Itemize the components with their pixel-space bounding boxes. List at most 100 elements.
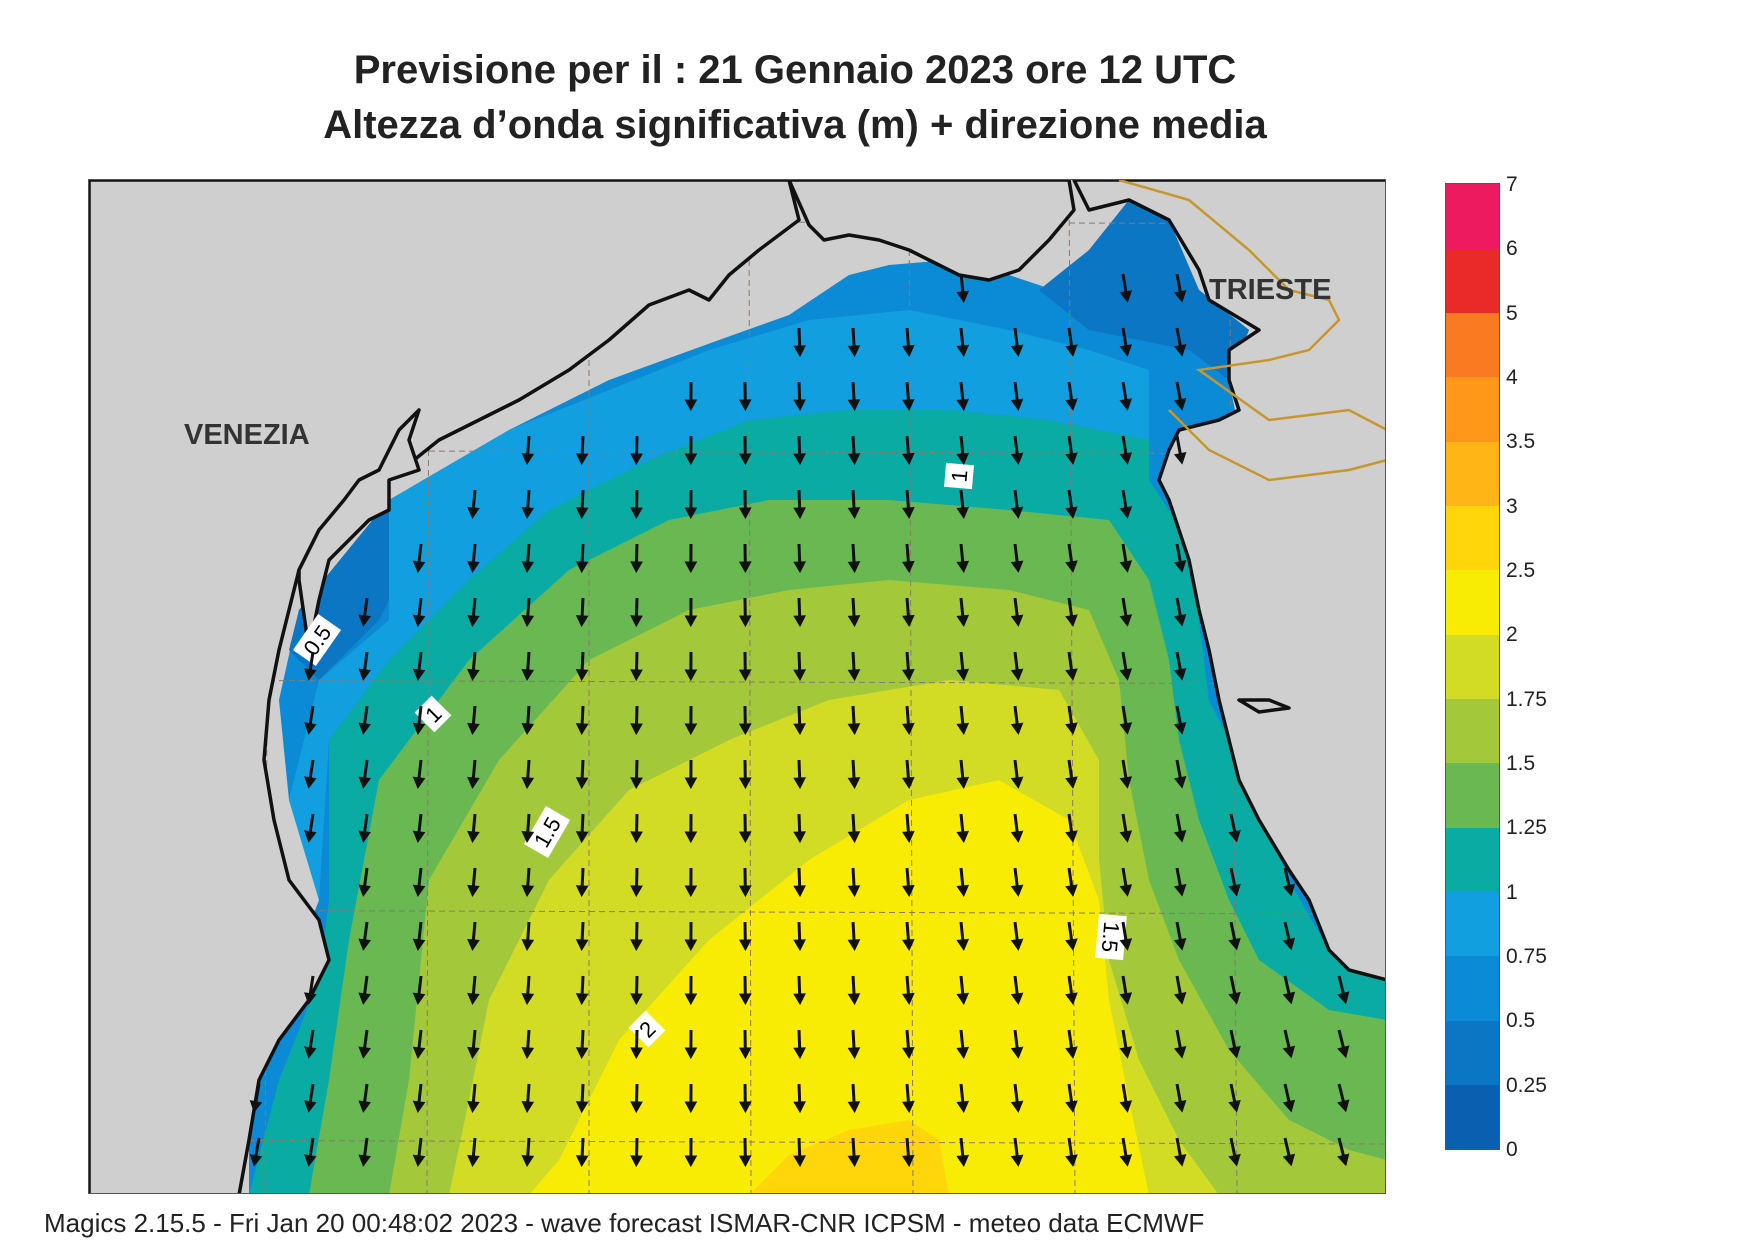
wave-arrow-head	[738, 1101, 752, 1114]
colorbar-segment	[1446, 248, 1499, 314]
wave-arrow-head	[630, 831, 643, 844]
wave-arrow-head	[684, 399, 698, 412]
colorbar-segment	[1446, 956, 1499, 1021]
wave-arrow-head	[1119, 992, 1133, 1005]
wave-arrow-head	[630, 939, 643, 952]
venice-lagoon	[297, 408, 421, 652]
wave-arrow-head	[575, 723, 589, 736]
wave-arrow-head	[1065, 992, 1078, 1005]
wave-arrow-head	[1119, 938, 1133, 951]
colorbar-segment	[1446, 1084, 1499, 1150]
wave-arrow-head	[902, 1100, 915, 1114]
wave-arrow-head	[847, 561, 861, 574]
wave-arrow-head	[793, 1047, 806, 1060]
colorbar-segment	[1446, 505, 1499, 571]
colorbar-segment	[1446, 827, 1499, 893]
wave-arrow-head	[847, 1155, 861, 1168]
wave-arrow-head	[1065, 830, 1078, 843]
wave-arrow-head	[467, 938, 480, 952]
colorbar-segment	[1446, 634, 1499, 700]
city-label-trieste: TRIESTE	[1209, 274, 1331, 306]
wave-arrow-head	[1065, 722, 1078, 735]
wave-arrow-head	[1010, 722, 1024, 735]
wave-arrow-head	[575, 885, 589, 898]
contour-label-1-north: 1	[947, 469, 973, 483]
wave-arrow-head	[902, 560, 915, 574]
wave-arrow-head	[1010, 776, 1024, 789]
wave-arrow-head	[793, 561, 806, 574]
wave-arrow-head	[630, 507, 643, 520]
wave-arrow-head	[304, 722, 317, 735]
wave-arrow-head	[1119, 614, 1133, 627]
wave-arrow-head	[684, 1155, 698, 1168]
wave-arrow-head	[358, 992, 371, 1005]
wave-arrow-head	[902, 830, 915, 844]
wave-arrow-head	[793, 345, 806, 358]
wave-arrow-head	[575, 993, 589, 1006]
wave-arrow-head	[249, 1154, 263, 1167]
wave-arrow-head	[575, 1155, 589, 1168]
wave-arrow-head	[521, 884, 535, 898]
wave-arrow-head	[521, 1046, 535, 1060]
wave-arrow-head	[1119, 668, 1133, 681]
wave-arrow-head	[521, 1100, 535, 1114]
wave-arrow-head	[684, 723, 698, 736]
wave-arrow-head	[684, 1047, 698, 1060]
wave-arrow-head	[1065, 1100, 1078, 1113]
wave-arrow-head	[1173, 992, 1187, 1005]
colorbar-tick-label: 0.25	[1506, 1073, 1547, 1097]
wave-arrow-head	[684, 885, 698, 898]
wave-arrow-head	[521, 614, 535, 628]
wave-arrow-head	[793, 1101, 806, 1114]
wave-arrow-head	[684, 561, 698, 574]
colorbar-segment	[1446, 441, 1499, 507]
colorbar-tick-label: 7	[1506, 173, 1518, 196]
wave-arrow-head	[847, 1101, 861, 1114]
wave-arrow-head	[412, 560, 426, 573]
wave-arrow-head	[1228, 937, 1241, 951]
wave-arrow-head	[521, 992, 535, 1006]
colorbar-segment	[1446, 891, 1499, 957]
wave-arrow-head	[575, 669, 589, 682]
colorbar-tick-label: 3	[1506, 494, 1518, 518]
island-se	[1237, 698, 1291, 714]
wave-arrow-head	[902, 722, 915, 736]
wave-arrow-head	[1065, 1046, 1078, 1059]
wave-arrow-head	[630, 1047, 643, 1060]
colorbar-segment	[1446, 763, 1499, 828]
colorbar-tick-label: 1.5	[1506, 752, 1536, 775]
colorbar-tick-label: 1.75	[1506, 687, 1547, 711]
wave-arrow-head	[793, 507, 806, 520]
wave-arrow-head	[1173, 1046, 1187, 1059]
wave-arrow-head	[1337, 1045, 1350, 1059]
wave-arrow-head	[467, 1100, 480, 1114]
wave-arrow-head	[902, 668, 915, 682]
wave-arrow-head	[358, 1046, 371, 1059]
wave-arrow-head	[1119, 830, 1133, 843]
wave-arrow-head	[412, 668, 426, 681]
wave-arrow-head	[1065, 344, 1078, 357]
wave-arrow-head	[1065, 506, 1078, 519]
wave-arrow-head	[1282, 991, 1296, 1005]
wave-arrow-head	[1282, 883, 1296, 897]
wave-arrow-head	[847, 1047, 861, 1060]
wave-arrow-head	[956, 560, 970, 573]
wave-arrow-head	[847, 453, 861, 466]
wave-arrow-head	[467, 1046, 480, 1060]
wave-arrow-head	[1010, 452, 1024, 465]
wave-arrow-head	[358, 776, 371, 789]
colorbar-tick-label: 6	[1506, 237, 1518, 261]
wave-arrow-head	[1119, 344, 1133, 357]
wave-direction-arrows	[249, 273, 1350, 1168]
wave-arrow-head	[1282, 937, 1296, 951]
wave-arrow-head	[1065, 560, 1078, 573]
wave-arrow-head	[412, 1046, 426, 1059]
wave-arrow-head	[304, 776, 317, 789]
land-north	[787, 180, 1076, 282]
land-masses	[89, 180, 1385, 1193]
wave-arrow-head	[575, 831, 589, 844]
band-0.25-0.5-north	[1039, 200, 1249, 380]
wave-arrow-head	[1173, 1100, 1187, 1113]
wave-arrow-head	[575, 939, 589, 952]
wave-arrow-head	[575, 615, 589, 628]
